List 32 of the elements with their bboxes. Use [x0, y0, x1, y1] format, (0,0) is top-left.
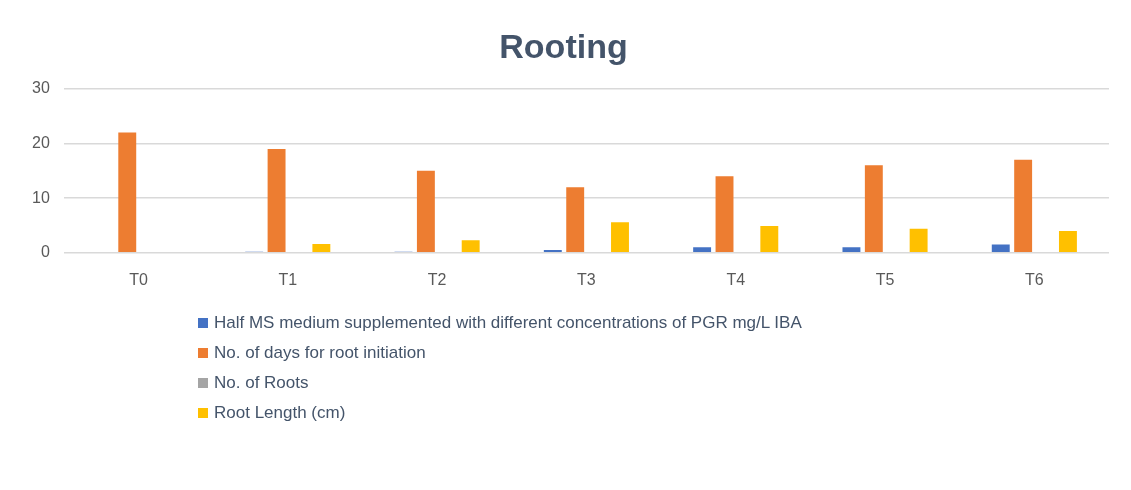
bar [118, 132, 137, 253]
legend-label: Half MS medium supplemented with different concentrations of PGR mg/L IBA [214, 313, 802, 333]
legend-label: No. of Roots [214, 373, 309, 393]
x-tick-label: T5 [875, 270, 895, 288]
bar [416, 170, 435, 253]
legend-label: No. of days for root initiation [214, 343, 426, 363]
bar [566, 187, 585, 253]
bar [991, 244, 1010, 253]
x-tick-label: T0 [129, 270, 148, 288]
bar [312, 244, 331, 253]
chart-title: Rooting [499, 26, 628, 65]
bar [611, 222, 629, 253]
bar [909, 228, 928, 253]
legend-label: Root Length (cm) [214, 403, 346, 423]
x-tick-label: T2 [427, 270, 447, 288]
x-tick-label: T3 [577, 270, 596, 288]
x-tick-label: T4 [726, 270, 746, 288]
x-tick-label: T6 [1025, 270, 1044, 288]
x-tick-label: T1 [278, 270, 298, 288]
bar [693, 247, 712, 253]
bar [461, 240, 480, 253]
bar [864, 165, 883, 253]
y-tick-label: 0 [40, 243, 50, 261]
bar [715, 176, 734, 253]
bar [1058, 230, 1077, 253]
bar [267, 148, 286, 253]
y-tick-label: 20 [32, 133, 50, 151]
bar [760, 226, 779, 253]
y-tick-label: 30 [32, 79, 50, 97]
y-tick-label: 10 [32, 188, 50, 206]
bar [842, 247, 861, 253]
bar [1014, 159, 1033, 253]
